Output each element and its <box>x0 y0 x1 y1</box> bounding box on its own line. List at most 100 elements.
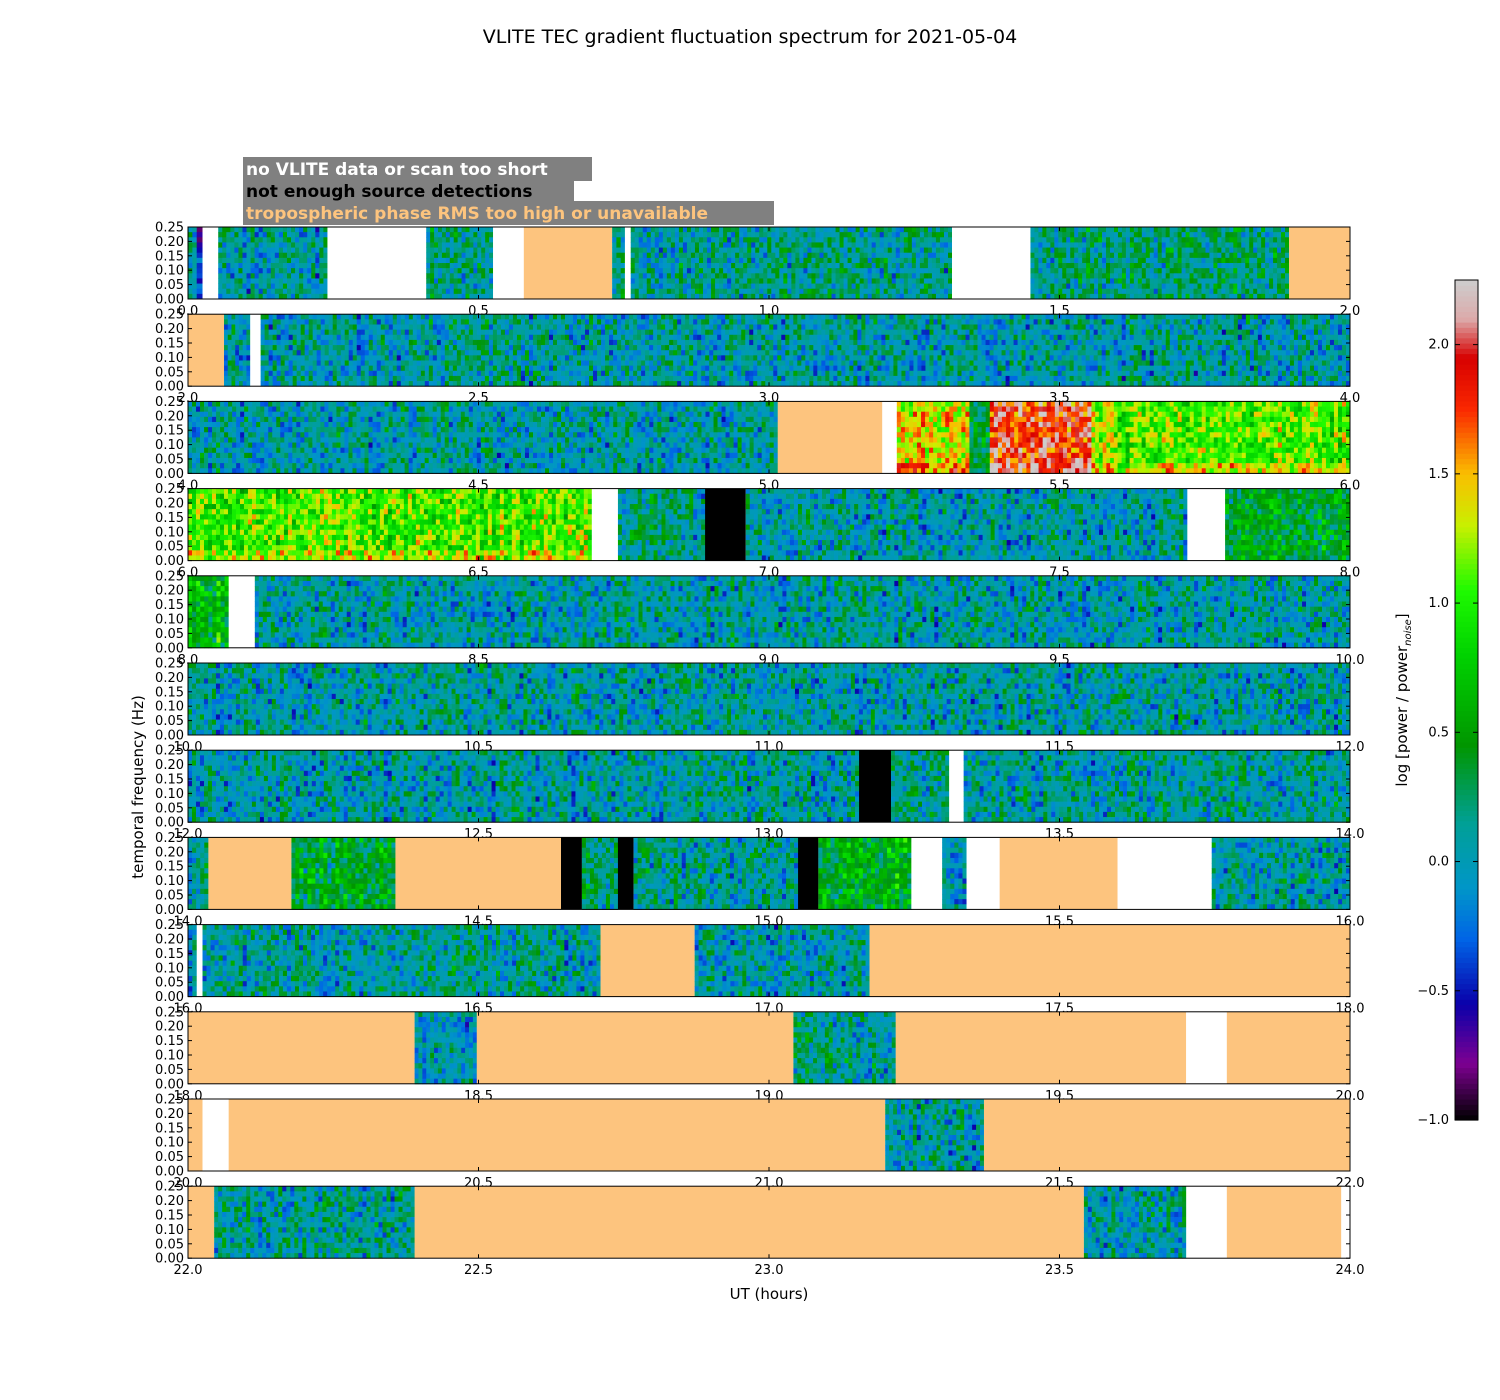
spectrum-cell <box>1034 232 1038 238</box>
spectrum-cell <box>687 248 691 254</box>
spectrum-cell <box>872 273 876 279</box>
spectrum-cell <box>719 242 723 248</box>
spectrum-cell <box>1070 232 1074 238</box>
spectrum-cell <box>920 278 924 284</box>
spectrum-cell <box>828 273 832 279</box>
spectrum-cell <box>759 289 763 295</box>
spectrum-cell <box>446 273 450 279</box>
spectrum-cell <box>1058 232 1062 238</box>
spectrum-cell <box>840 258 844 264</box>
spectrum-cell <box>880 268 884 274</box>
spectrum-cell <box>767 284 771 290</box>
spectrum-cell <box>828 253 832 259</box>
spectrum-cell <box>430 248 434 254</box>
spectrum-cell <box>675 268 679 274</box>
spectrum-cell <box>247 237 251 243</box>
spectrum-cell <box>197 253 203 259</box>
spectrum-cell <box>242 284 246 290</box>
spectrum-cell <box>695 268 699 274</box>
spectrum-cell <box>222 242 226 248</box>
spectrum-cell <box>659 253 663 259</box>
spectrum-cell <box>779 237 783 243</box>
spectrum-cell <box>900 242 904 248</box>
spectrum-cell <box>715 232 719 238</box>
spectrum-cell <box>948 232 952 238</box>
spectrum-cell <box>279 273 283 279</box>
spectrum-cell <box>247 242 251 248</box>
spectrum-cell <box>832 237 836 243</box>
spectrum-cell <box>864 232 868 238</box>
spectrum-cell <box>485 284 489 290</box>
spectrum-cell <box>1030 258 1034 264</box>
spectrum-cell <box>188 227 193 233</box>
spectrum-cell <box>442 278 446 284</box>
spectrum-cell <box>291 237 295 243</box>
spectrum-cell <box>1034 237 1038 243</box>
spectrum-cell <box>892 242 896 248</box>
spectrum-cell <box>267 248 271 254</box>
spectrum-cell <box>1054 227 1058 233</box>
spectrum-cell <box>723 248 727 254</box>
spectrum-cell <box>450 227 454 233</box>
spectrum-cell <box>916 284 920 290</box>
spectrum-cell <box>311 232 315 238</box>
spectrum-cell <box>643 263 647 269</box>
spectrum-cell <box>1046 258 1050 264</box>
spectrum-cell <box>727 273 731 279</box>
spectrum-cell <box>307 232 311 238</box>
spectrum-cell <box>303 284 307 290</box>
spectrum-cell <box>481 232 485 238</box>
no-data-segment <box>203 227 219 299</box>
spectrum-cell <box>1050 242 1054 248</box>
spectrum-cell <box>828 227 832 233</box>
spectrum-cell <box>884 278 888 284</box>
spectrum-cell <box>896 242 900 248</box>
spectrum-cell <box>880 284 884 290</box>
spectrum-cell <box>815 242 819 248</box>
spectrum-cell <box>707 242 711 248</box>
spectrum-cell <box>876 227 880 233</box>
spectrum-cell <box>936 232 940 238</box>
spectrum-cell <box>438 263 442 269</box>
spectrum-cell <box>1070 268 1074 274</box>
spectrum-cell <box>840 268 844 274</box>
spectrum-cell <box>795 227 799 233</box>
spectrum-cell <box>311 242 315 248</box>
spectrum-cell <box>948 289 952 295</box>
spectrum-cell <box>319 237 323 243</box>
spectrum-cell <box>779 284 783 290</box>
spectrum-cell <box>251 237 255 243</box>
spectrum-cell <box>872 278 876 284</box>
spectrum-cell <box>481 242 485 248</box>
spectrum-cell <box>477 237 481 243</box>
spectrum-cell <box>896 263 900 269</box>
spectrum-cell <box>683 232 687 238</box>
spectrum-cell <box>916 248 920 254</box>
spectrum-cell <box>900 237 904 243</box>
spectrum-cell <box>759 227 763 233</box>
spectrum-cell <box>481 289 485 295</box>
spectrum-cell <box>795 284 799 290</box>
spectrum-cell <box>703 258 707 264</box>
spectrum-cell <box>462 273 466 279</box>
spectrum-cell <box>767 268 771 274</box>
spectrum-cell <box>667 278 671 284</box>
spectrum-cell <box>477 278 481 284</box>
spectrum-cell <box>916 289 920 295</box>
spectrum-cell <box>904 242 908 248</box>
spectrum-cell <box>743 268 747 274</box>
spectrum-cell <box>932 278 936 284</box>
spectrum-cell <box>295 253 299 259</box>
spectrum-cell <box>683 248 687 254</box>
spectrum-cell <box>259 237 263 243</box>
spectrum-cell <box>739 284 743 290</box>
spectrum-cell <box>279 237 283 243</box>
spectrum-cell <box>795 268 799 274</box>
spectrum-cell <box>1074 258 1078 264</box>
spectrum-cell <box>936 248 940 254</box>
spectrum-cell <box>426 284 430 290</box>
spectrum-cell <box>1050 258 1054 264</box>
spectrum-cell <box>639 242 643 248</box>
spectrum-cell <box>892 248 896 254</box>
spectrum-cell <box>612 232 617 238</box>
